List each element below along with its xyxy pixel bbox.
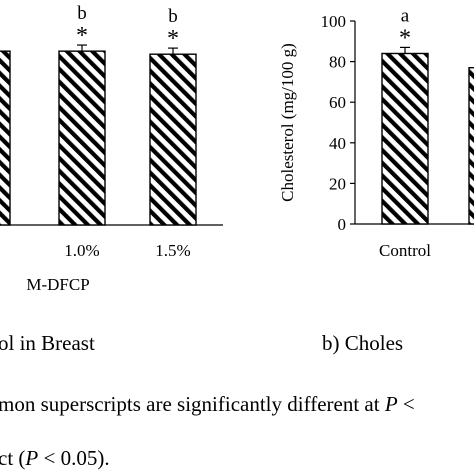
footnote-line-1: mon superscripts are significantly diffe… (0, 394, 415, 415)
panel-a-asterisk-2: * (167, 26, 179, 52)
panel-b-asterisk-0: * (399, 25, 411, 51)
panel-a-caption: ol in Breast (0, 331, 95, 355)
panel-b-category-label-0: Control (379, 241, 431, 260)
panel-a-category-label-1: 1.0% (64, 241, 99, 260)
panel-a-superscript-1: b (77, 3, 87, 24)
panel-a-bar-2 (149, 53, 197, 226)
panel-b-y-tick-label-3: 60 (329, 93, 346, 112)
panel-b-y-axis-label: Cholesterol (mg/100 g) (278, 43, 297, 202)
panel-a-category-label-2: 1.5% (155, 241, 190, 260)
panel-a-asterisk-1: * (76, 23, 88, 49)
panel-b-caption: b) Choles (322, 331, 404, 355)
panel-b-y-tick-label-4: 80 (329, 53, 346, 72)
panel-b-y-tick-label-1: 20 (329, 174, 346, 193)
chart-panel-b: 0 20 40 60 80 100 Cholesterol (mg/100 g) *a Cont… (278, 5, 474, 260)
panel-b-y-tick-label-2: 40 (329, 134, 346, 153)
footnote-text-1: mon superscripts are significantly diffe… (0, 392, 385, 416)
panel-b-bar-0 (381, 52, 429, 225)
panel-a-x-axis-label: M-DFCP (26, 275, 89, 294)
panel-b-y-tick-label-5: 100 (321, 12, 347, 31)
panel-a-superscript-2: b (168, 6, 178, 27)
panel-a-bar-1 (58, 50, 106, 226)
chart-panel-a: %*b1.0%*b1.5%M-DFCP (0, 3, 223, 294)
footnote-p-symbol-1: P (384, 392, 398, 416)
footnote-line-2: ct (P < 0.05). (0, 448, 110, 469)
panel-b-bar-1 (468, 66, 474, 225)
footnote-tail-1: < (397, 392, 415, 416)
panel-b-y-tick-label-0: 0 (338, 215, 347, 234)
panel-a-bar-0 (0, 50, 11, 226)
footnote-text-2: ct ( (0, 446, 26, 470)
footnote-tail-2: < 0.05). (38, 446, 110, 470)
panel-b-superscript-0: a (401, 5, 410, 26)
footnote-p-symbol-2: P (25, 446, 39, 470)
